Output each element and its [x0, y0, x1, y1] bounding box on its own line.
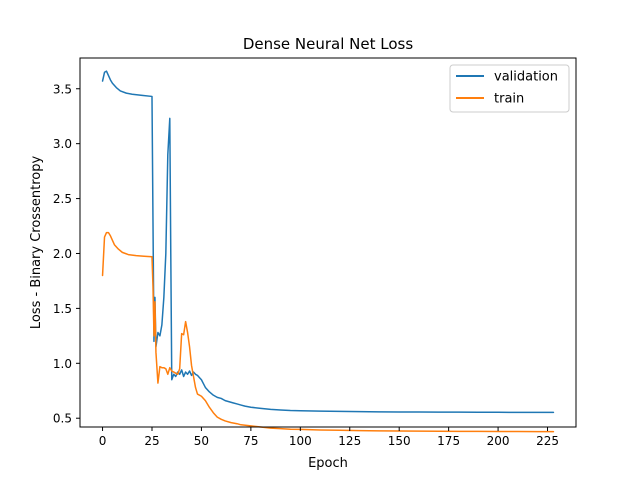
x-tick-label: 75	[243, 434, 258, 448]
y-axis-label: Loss - Binary Crossentropy	[29, 156, 44, 330]
x-tick-label: 25	[144, 434, 159, 448]
y-tick-label: 3.5	[53, 82, 72, 96]
x-tick-label: 225	[536, 434, 559, 448]
y-tick-label: 1.0	[53, 357, 72, 371]
x-axis-label: Epoch	[308, 456, 348, 471]
y-tick-label: 3.0	[53, 137, 72, 151]
plot-frame	[79, 57, 577, 428]
y-tick-label: 2.0	[53, 247, 72, 261]
legend-label-train: train	[494, 92, 524, 107]
x-tick-label: 150	[388, 434, 411, 448]
x-axis: 0 25 50 75 100 125 150 175 200 225	[99, 427, 559, 448]
chart-title: Dense Neural Net Loss	[243, 35, 414, 53]
x-tick-label: 125	[338, 434, 361, 448]
series-line-train	[101, 231, 555, 433]
legend-label-validation: validation	[494, 70, 558, 85]
legend: validation train	[449, 64, 570, 113]
y-tick-label: 1.5	[53, 302, 72, 316]
y-tick-label: 0.5	[53, 412, 72, 426]
series-layer	[101, 70, 555, 433]
plot-area	[80, 58, 576, 427]
x-tick-label: 175	[437, 434, 460, 448]
y-axis: 0.5 1.0 1.5 2.0 2.5 3.0 3.5	[53, 82, 80, 426]
x-tick-label: 200	[487, 434, 510, 448]
x-tick-label: 0	[99, 434, 107, 448]
x-tick-label: 50	[194, 434, 209, 448]
y-tick-label: 2.5	[53, 192, 72, 206]
x-tick-label: 100	[289, 434, 312, 448]
